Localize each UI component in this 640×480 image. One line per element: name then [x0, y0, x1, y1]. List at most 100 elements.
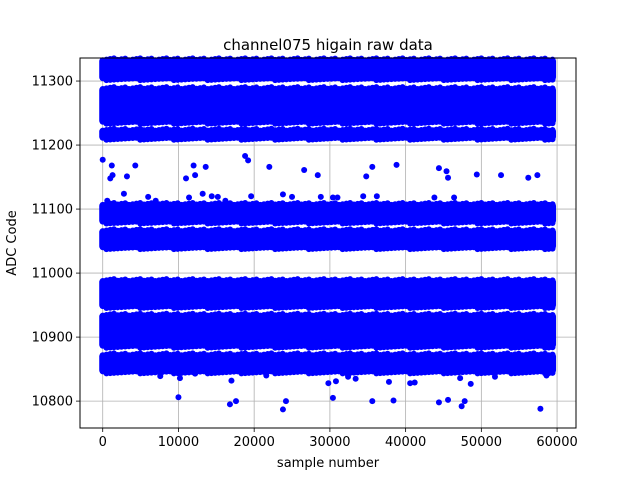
data-point	[461, 398, 468, 405]
data-point	[190, 162, 197, 169]
data-point	[108, 162, 115, 169]
y-axis-label: ADC Code	[5, 210, 20, 275]
data-band	[99, 313, 557, 349]
data-point	[109, 172, 116, 179]
data-point	[525, 174, 532, 181]
data-band	[99, 202, 557, 225]
data-point	[445, 174, 452, 181]
data-point	[369, 163, 376, 170]
data-point	[458, 403, 465, 410]
data-point	[435, 165, 442, 172]
data-point	[537, 405, 544, 412]
data-point	[317, 193, 324, 200]
y-tick-label: 11100	[32, 203, 73, 218]
data-point	[183, 175, 190, 182]
data-point	[549, 351, 556, 358]
data-point	[491, 373, 498, 380]
data-point	[175, 394, 182, 401]
data-point	[192, 172, 199, 179]
data-point	[549, 126, 556, 133]
data-point	[549, 220, 556, 227]
data-point	[549, 245, 556, 252]
data-point	[549, 304, 556, 311]
data-point	[232, 398, 239, 405]
data-point	[549, 85, 556, 92]
chart-title: channel075 higain raw data	[223, 36, 433, 54]
y-tick-label: 11300	[32, 75, 73, 90]
data-point	[157, 373, 164, 380]
data-band	[99, 228, 557, 250]
data-point	[345, 373, 352, 380]
data-point	[248, 193, 255, 200]
data-point	[199, 190, 206, 197]
data-point	[314, 172, 321, 179]
x-axis-ticks: 0 10000 20000 30000 40000 50000 60000	[99, 428, 578, 450]
x-tick-label: 0	[99, 435, 107, 450]
data-point	[457, 375, 464, 382]
y-tick-label: 10800	[32, 395, 73, 410]
data-point	[329, 194, 336, 201]
data-point	[473, 171, 480, 178]
data-point	[467, 380, 474, 387]
x-tick-label: 50000	[461, 435, 502, 450]
y-axis-ticks: 10800 10900 11000 11100 11200 11300	[32, 75, 80, 410]
data-point	[363, 173, 370, 180]
data-point	[369, 398, 376, 405]
data-point	[407, 380, 414, 387]
data-point	[373, 193, 380, 200]
data-point	[549, 120, 556, 127]
data-point	[385, 378, 392, 385]
data-point	[329, 394, 336, 401]
data-point	[549, 311, 556, 318]
data-point	[186, 194, 193, 201]
data-point	[245, 157, 252, 164]
data-point	[549, 201, 556, 208]
data-point	[534, 172, 541, 179]
x-tick-label: 40000	[385, 435, 426, 450]
data-point	[443, 168, 450, 175]
data-band	[99, 352, 557, 374]
data-point	[192, 370, 199, 377]
data-point	[152, 197, 159, 204]
data-point	[99, 156, 106, 163]
data-point	[266, 163, 273, 170]
data-point	[334, 194, 341, 201]
data-point	[549, 76, 556, 83]
data-point	[279, 406, 286, 413]
data-point	[123, 173, 130, 180]
data-band	[99, 86, 557, 125]
data-point	[226, 401, 233, 408]
data-point	[431, 194, 438, 201]
data-point	[214, 193, 221, 200]
data-point	[279, 191, 286, 198]
x-axis-label: sample number	[277, 456, 380, 471]
data-points	[99, 55, 557, 413]
data-point	[549, 277, 556, 284]
data-point	[498, 172, 505, 179]
data-point	[549, 344, 556, 351]
data-point	[120, 190, 127, 197]
data-band	[99, 57, 557, 81]
data-point	[325, 380, 332, 387]
data-point	[451, 194, 458, 201]
data-point	[435, 399, 442, 406]
data-point	[104, 197, 111, 204]
data-point	[132, 162, 139, 169]
data-point	[263, 372, 270, 379]
data-point	[228, 377, 235, 384]
data-point	[390, 397, 397, 404]
x-tick-label: 60000	[536, 435, 577, 450]
data-point	[352, 375, 359, 382]
data-point	[549, 136, 556, 143]
data-point	[176, 375, 183, 382]
data-point	[301, 167, 308, 174]
y-tick-label: 11200	[32, 139, 73, 154]
data-band	[99, 278, 557, 309]
data-point	[549, 369, 556, 376]
data-point	[411, 379, 418, 386]
y-tick-label: 11000	[32, 267, 73, 282]
data-point	[202, 163, 209, 170]
data-point	[332, 378, 339, 385]
data-point	[543, 372, 550, 379]
